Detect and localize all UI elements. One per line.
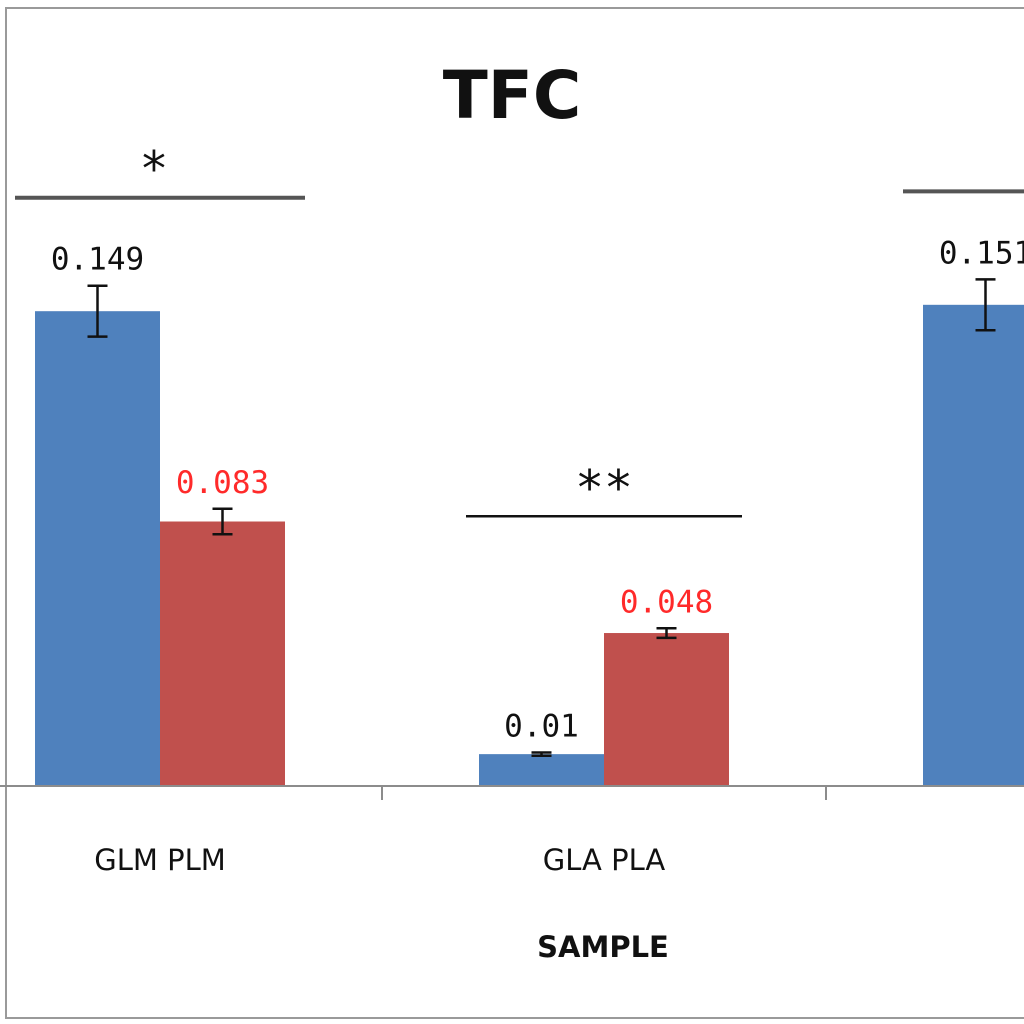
error-bar-series1-2	[975, 278, 996, 332]
data-label-series1-0: 0.149	[51, 242, 144, 278]
data-label-series2-0: 0.083	[176, 465, 269, 501]
x-axis-ticks	[381, 786, 827, 800]
category-label-0: GLM PLM	[94, 843, 226, 877]
bar-series2-0	[160, 521, 285, 786]
significance-marker-0: *	[140, 142, 169, 198]
bar-series2-1	[604, 633, 729, 786]
outer-border	[5, 7, 1024, 1019]
bar-series1-0	[35, 311, 160, 786]
data-label-series2-1: 0.048	[620, 584, 713, 620]
x-axis-title: SAMPLE	[537, 930, 669, 964]
bar-series1-2	[923, 304, 1024, 786]
error-bar-series2-1	[656, 627, 677, 640]
error-bar-series1-1	[531, 751, 552, 757]
error-bar-series1-0	[87, 284, 108, 338]
error-bar-series2-0	[212, 507, 233, 536]
bar-series1-1	[479, 754, 604, 786]
data-label-series1-1: 0.01	[504, 709, 579, 745]
category-label-1: GLA PLA	[543, 843, 666, 877]
significance-marker-1: **	[575, 460, 633, 516]
chart-title: TFC	[443, 57, 582, 134]
data-label-series1-2: 0.151	[939, 235, 1024, 271]
